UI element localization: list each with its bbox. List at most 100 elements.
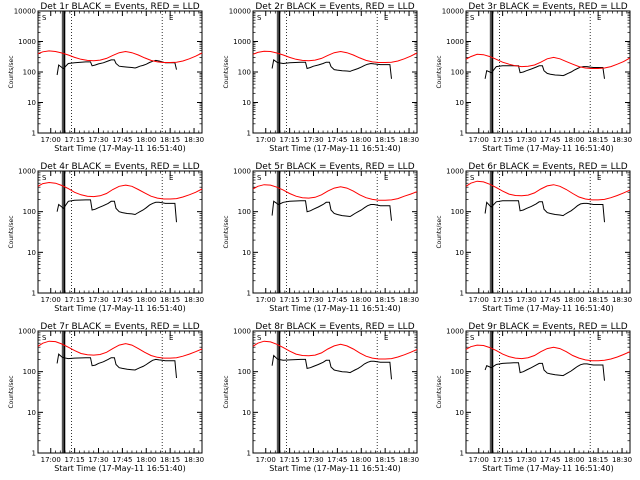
series-lld-line [37,181,203,200]
end-marker-label: E [597,14,601,22]
x-axis-label: Start Time (17-May-11 16:51:40) [269,144,400,153]
y-tick-label: 10 [455,249,464,257]
x-tick-label: 18:30 [184,296,204,304]
y-tick-label: 100 [451,368,464,376]
x-tick-label: 18:15 [375,136,395,144]
series-events-line [56,353,177,379]
x-tick-label: 17:00 [256,296,276,304]
series-events-line [271,59,392,79]
x-axis-label: Start Time (17-May-11 16:51:40) [54,144,185,153]
y-tick-label: 10 [455,409,464,417]
x-tick-label: 18:15 [160,456,180,464]
start-marker-label: S [42,334,47,342]
x-tick-label: 17:30 [516,296,536,304]
x-tick-label: 18:15 [375,296,395,304]
x-tick-label: 18:30 [399,456,419,464]
x-tick-label: 17:00 [256,456,276,464]
y-tick-label: 10000 [14,8,36,16]
x-tick-label: 17:15 [493,456,513,464]
x-tick-label: 17:45 [112,456,132,464]
chart-title: Det 2r BLACK = Events, RED = LLD [255,2,414,12]
y-tick-label: 1 [247,450,251,458]
x-tick-label: 17:00 [41,456,61,464]
end-marker-label: E [169,14,173,22]
x-tick-label: 17:30 [516,456,536,464]
series-events-line [56,199,177,223]
x-axis-label: Start Time (17-May-11 16:51:40) [54,304,185,313]
x-tick-label: 17:30 [303,456,323,464]
chart-title: Det 1r BLACK = Events, RED = LLD [40,2,199,12]
x-tick-label: 18:15 [375,456,395,464]
series-events-line [484,200,605,223]
x-tick-label: 17:15 [280,456,300,464]
plot-frame [465,170,631,294]
y-tick-label: 1000 [233,168,251,176]
x-tick-label: 17:00 [469,296,489,304]
x-axis-label: Start Time (17-May-11 16:51:40) [482,304,613,313]
x-tick-label: 17:15 [493,296,513,304]
y-tick-label: 1000 [18,38,36,46]
y-axis-label: Counts/sec [8,55,15,88]
x-tick-label: 17:45 [327,136,347,144]
x-tick-label: 17:45 [540,456,560,464]
start-marker-label: S [470,334,475,342]
series-lld-line [465,344,631,362]
y-tick-label: 100 [238,69,251,77]
end-marker-label: E [169,334,173,342]
x-tick-label: 17:00 [41,296,61,304]
x-tick-label: 18:00 [564,296,584,304]
x-tick-label: 18:00 [564,136,584,144]
x-tick-label: 17:45 [540,136,560,144]
x-tick-label: 17:45 [327,456,347,464]
y-axis-label: Counts/sec [436,55,443,88]
y-tick-label: 1 [247,130,251,138]
x-tick-label: 18:30 [184,136,204,144]
x-tick-label: 17:00 [256,136,276,144]
y-tick-label: 100 [23,69,36,77]
y-tick-label: 1 [32,450,36,458]
series-events-line [484,362,605,381]
series-lld-line [252,50,418,63]
y-tick-label: 100 [238,208,251,216]
y-tick-label: 1 [32,290,36,298]
x-axis-label: Start Time (17-May-11 16:51:40) [54,464,185,473]
end-marker-label: E [384,14,388,22]
x-tick-label: 17:45 [112,296,132,304]
x-tick-label: 17:15 [65,296,85,304]
x-tick-label: 18:15 [160,136,180,144]
chart-title: Det 3r BLACK = Events, RED = LLD [468,2,627,12]
x-tick-label: 17:30 [88,456,108,464]
x-tick-label: 17:00 [469,136,489,144]
x-tick-label: 18:30 [612,456,632,464]
x-tick-label: 17:15 [280,296,300,304]
y-tick-label: 100 [451,208,464,216]
y-axis-label: Counts/sec [223,55,230,88]
x-tick-label: 17:30 [88,296,108,304]
x-tick-label: 18:00 [564,456,584,464]
y-tick-label: 10 [242,99,251,107]
y-tick-label: 1000 [233,38,251,46]
plot-frame [252,330,418,454]
x-tick-label: 18:15 [588,456,608,464]
x-tick-label: 18:30 [399,136,419,144]
chart-panel-1: Det 1r BLACK = Events, RED = LLD 1 10 100 10… [8,2,204,153]
x-tick-label: 17:00 [469,456,489,464]
end-marker-label: E [169,174,173,182]
y-tick-label: 1000 [446,328,464,336]
series-lld-line [37,50,203,63]
series-lld-line [465,180,631,201]
end-marker-label: E [597,174,601,182]
x-tick-label: 17:15 [493,136,513,144]
y-axis-label: Counts/sec [223,375,230,408]
y-axis-label: Counts/sec [223,215,230,248]
chart-panel-7: Det 7r BLACK = Events, RED = LLD 1 10 100 10… [8,322,204,473]
start-marker-label: S [470,14,475,22]
series-events-line [271,354,392,380]
x-tick-label: 18:30 [399,296,419,304]
x-tick-label: 18:30 [612,136,632,144]
x-tick-label: 17:45 [327,296,347,304]
x-tick-label: 17:30 [88,136,108,144]
y-tick-label: 100 [23,368,36,376]
x-tick-label: 18:00 [351,136,371,144]
x-tick-label: 18:15 [160,296,180,304]
